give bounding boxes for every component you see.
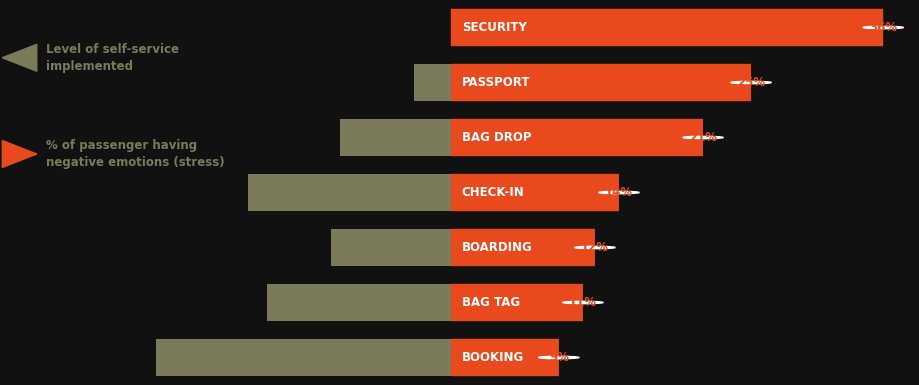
Bar: [248, 174, 450, 211]
FancyBboxPatch shape: [450, 229, 595, 266]
Bar: [267, 284, 450, 321]
Text: 14%: 14%: [604, 186, 632, 199]
Text: 12%: 12%: [580, 241, 608, 254]
Bar: [331, 229, 450, 266]
Circle shape: [574, 246, 615, 249]
Text: 9%: 9%: [549, 351, 568, 364]
Bar: [414, 64, 450, 101]
Polygon shape: [2, 44, 37, 71]
FancyBboxPatch shape: [450, 284, 583, 321]
FancyBboxPatch shape: [450, 9, 882, 46]
Text: Level of self-service
implemented: Level of self-service implemented: [46, 43, 179, 73]
Circle shape: [682, 136, 722, 139]
Polygon shape: [2, 141, 37, 167]
Text: BAG DROP: BAG DROP: [461, 131, 531, 144]
Circle shape: [730, 81, 770, 84]
FancyBboxPatch shape: [450, 174, 618, 211]
Text: BOOKING: BOOKING: [461, 351, 524, 364]
Circle shape: [562, 301, 603, 304]
Bar: [156, 339, 450, 376]
Bar: [340, 119, 450, 156]
FancyBboxPatch shape: [450, 119, 702, 156]
Circle shape: [598, 191, 639, 194]
Text: % of passenger having
negative emotions (stress): % of passenger having negative emotions …: [46, 139, 224, 169]
Text: 11%: 11%: [568, 296, 596, 309]
FancyBboxPatch shape: [450, 339, 558, 376]
Text: PASSPORT: PASSPORT: [461, 76, 529, 89]
Circle shape: [539, 356, 579, 359]
Text: CHECK-IN: CHECK-IN: [461, 186, 524, 199]
Text: 25%: 25%: [736, 76, 765, 89]
Text: BOARDING: BOARDING: [461, 241, 532, 254]
Text: SECURITY: SECURITY: [461, 21, 527, 34]
Text: 21%: 21%: [688, 131, 716, 144]
Text: BAG TAG: BAG TAG: [461, 296, 519, 309]
FancyBboxPatch shape: [450, 64, 750, 101]
Circle shape: [862, 26, 902, 29]
Text: 36%: 36%: [868, 21, 896, 34]
